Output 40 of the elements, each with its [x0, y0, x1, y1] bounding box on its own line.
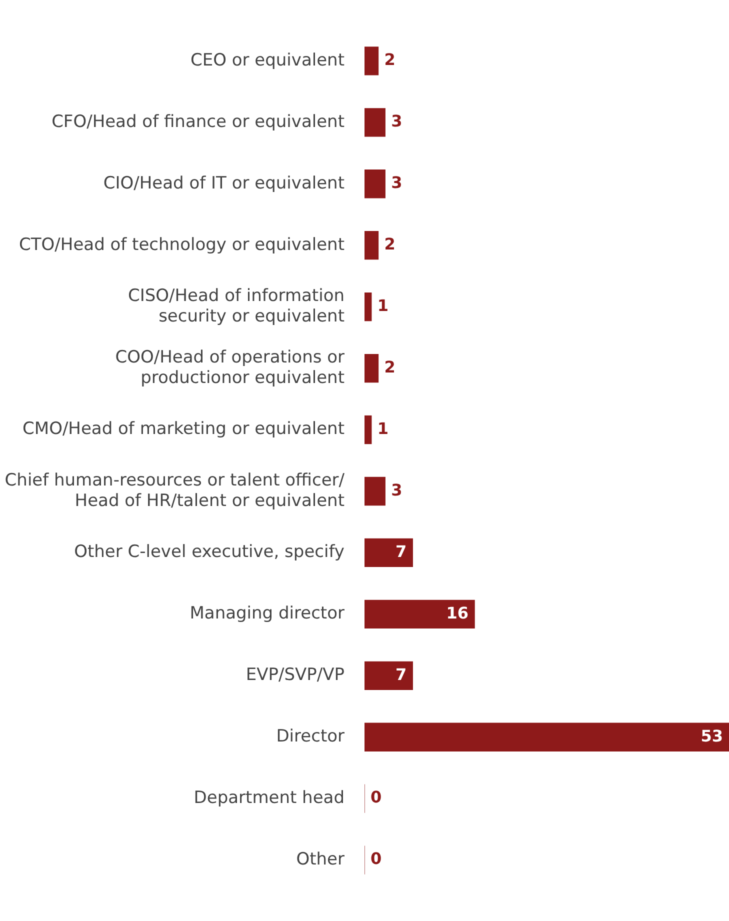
bar [364, 661, 413, 690]
bar [364, 538, 413, 568]
bar [364, 46, 379, 76]
data-label: 2 [384, 50, 396, 70]
data-label: 1 [377, 296, 389, 315]
data-label: 3 [391, 480, 402, 500]
y-tick-label: Other [296, 849, 344, 870]
data-label: 7 [396, 542, 407, 561]
data-label: 3 [391, 173, 402, 192]
y-tick-label: Managing director [190, 604, 344, 624]
bar [364, 108, 386, 137]
bar [364, 415, 372, 444]
y-tick-label: COO/Head of operations or productionor equivalent [115, 348, 345, 388]
bar [364, 170, 386, 198]
bar [364, 476, 386, 506]
y-tick-label: EVP/SVP/VP [246, 665, 344, 686]
bar [364, 231, 379, 260]
bar [364, 722, 729, 752]
y-tick-label: Director [276, 726, 345, 747]
data-label: 2 [384, 357, 396, 376]
y-tick-label: CIO/Head of IT or equivalent [103, 173, 345, 194]
y-tick-label: CMO/Head of marketing or equivalent [22, 419, 345, 440]
data-label: 2 [384, 234, 396, 254]
data-label: 1 [377, 418, 389, 438]
data-label: 53 [700, 726, 723, 746]
y-tick-label: CFO/Head of finance or equivalent [52, 112, 345, 132]
y-tick-label: CISO/Head of information security or equivalent [128, 286, 345, 326]
y-tick-label: CTO/Head of technology or equivalent [19, 234, 345, 255]
bar [364, 600, 475, 629]
data-label: 0 [370, 788, 382, 807]
data-label: 0 [370, 849, 382, 868]
y-tick-label: Chief human-resources or talent officer/ Head of HR/talent or equivalent [4, 470, 345, 511]
data-label: 16 [446, 603, 469, 622]
y-tick-label: Department head [194, 788, 344, 808]
bar [364, 354, 379, 383]
data-label: 7 [396, 664, 407, 684]
bar [364, 292, 372, 322]
y-tick-label: Other C-level executive, specify [74, 542, 344, 562]
y-tick-label: CEO or equivalent [190, 50, 345, 70]
data-label: 3 [391, 112, 402, 131]
